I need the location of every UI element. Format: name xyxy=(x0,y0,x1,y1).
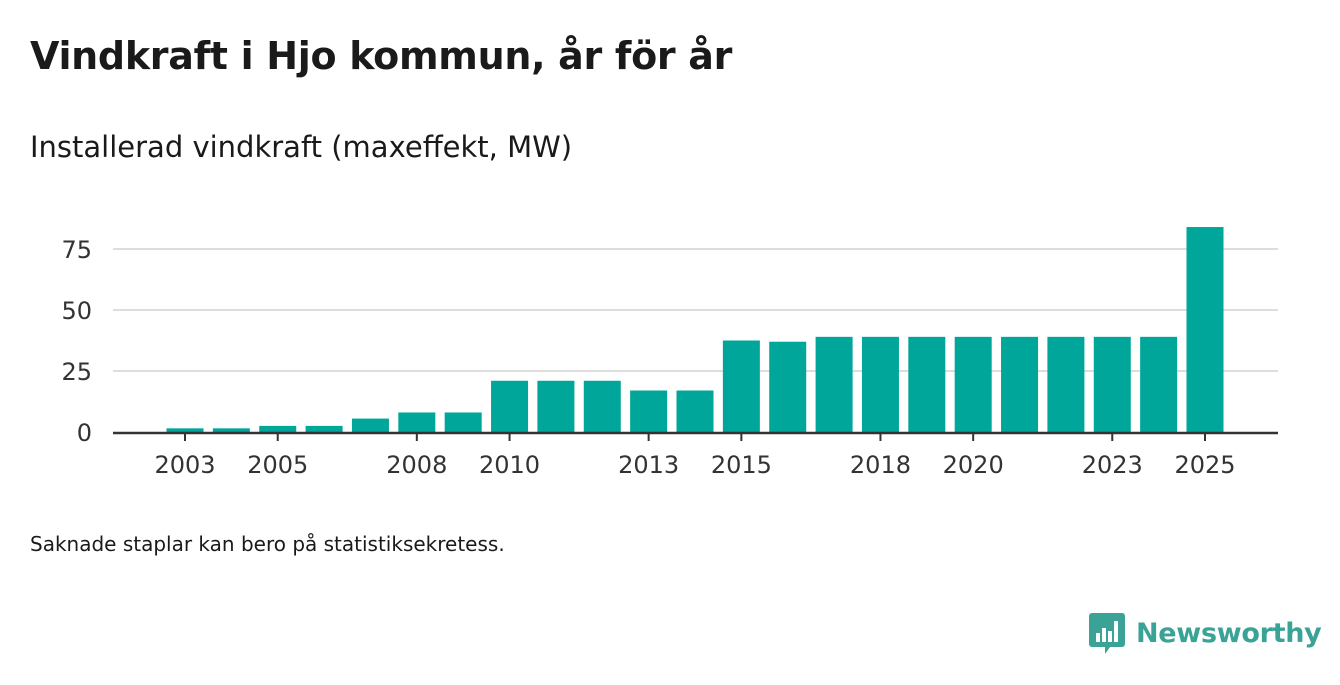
x-tick-label-2018: 2018 xyxy=(850,451,911,479)
bar-2008 xyxy=(398,412,436,432)
bar-2013 xyxy=(630,390,668,432)
bar-2016 xyxy=(769,341,807,432)
bar-2005 xyxy=(259,425,297,432)
x-tick-label-2010: 2010 xyxy=(479,451,540,479)
brand-logo: Newsworthy xyxy=(1088,611,1322,655)
bar-2024 xyxy=(1140,336,1178,432)
bar-2015 xyxy=(722,340,760,432)
x-tick-label-2013: 2013 xyxy=(618,451,679,479)
bar-2004 xyxy=(212,428,250,432)
x-tick-label-2020: 2020 xyxy=(943,451,1004,479)
bar-2014 xyxy=(676,390,714,432)
bar-2010 xyxy=(491,380,529,432)
bar-chart: 0 25 50 75 2003 2005 2008 2010 2013 2015 2018 2020 2… xyxy=(61,227,1278,479)
y-tick-label-75: 75 xyxy=(61,236,92,264)
bar-2017 xyxy=(815,336,853,432)
bar-2012 xyxy=(583,380,621,432)
bar-2025 xyxy=(1186,227,1224,432)
bar-2003 xyxy=(166,428,204,432)
bar-2006 xyxy=(305,425,343,432)
y-tick-label-50: 50 xyxy=(61,297,92,325)
x-tick-label-2003: 2003 xyxy=(154,451,215,479)
footnote: Saknade staplar kan bero på statistiksek… xyxy=(30,532,505,556)
bar-2020 xyxy=(954,336,992,432)
bar-2007 xyxy=(351,418,389,432)
chart-title: Vindkraft i Hjo kommun, år för år xyxy=(30,34,733,78)
chart-subtitle: Installerad vindkraft (maxeffekt, MW) xyxy=(30,130,573,164)
y-tick-label-25: 25 xyxy=(61,358,92,386)
y-tick-label-0: 0 xyxy=(77,419,92,447)
x-tick-label-2025: 2025 xyxy=(1174,451,1235,479)
brand-name: Newsworthy xyxy=(1136,617,1322,649)
newsworthy-icon xyxy=(1089,613,1125,654)
bar-2022 xyxy=(1047,336,1085,432)
x-tick-label-2005: 2005 xyxy=(247,451,308,479)
bar-2019 xyxy=(908,336,946,432)
bar-2018 xyxy=(861,336,899,432)
x-tick-label-2008: 2008 xyxy=(386,451,447,479)
x-tick-label-2015: 2015 xyxy=(711,451,772,479)
bar-2023 xyxy=(1093,336,1131,432)
bar-2009 xyxy=(444,412,482,432)
bar-2021 xyxy=(1001,336,1039,432)
bar-2011 xyxy=(537,380,575,432)
x-tick-label-2023: 2023 xyxy=(1082,451,1143,479)
